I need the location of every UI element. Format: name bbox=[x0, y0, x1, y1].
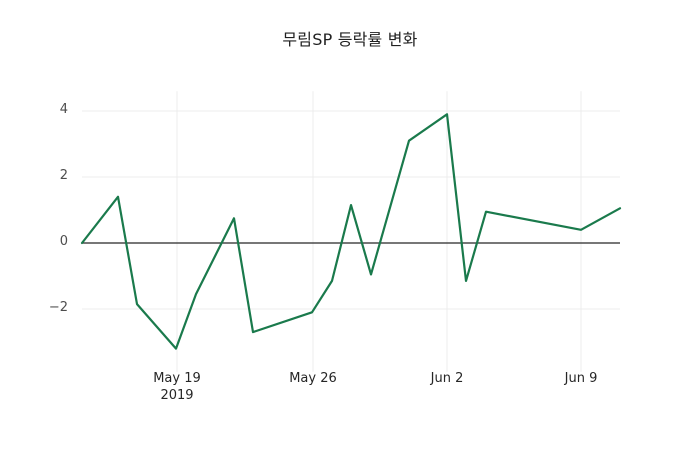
x-tick-main: May 26 bbox=[289, 371, 337, 386]
series-line bbox=[80, 113, 622, 350]
y-tick-label: −2 bbox=[48, 300, 68, 315]
x-tick-label: May 26 bbox=[253, 371, 373, 386]
horizontal-gridlines bbox=[82, 110, 620, 310]
chart-title: 무림SP 등락률 변화 bbox=[282, 30, 418, 49]
x-tick-label: Jun 2 bbox=[387, 371, 507, 386]
x-tick-sublabel: 2019 bbox=[160, 388, 194, 403]
x-tick-main: May 19 bbox=[153, 371, 201, 386]
x-tick-label: May 19 2019 bbox=[117, 371, 237, 403]
vertical-gridlines bbox=[176, 91, 582, 372]
x-tick-label: Jun 9 bbox=[521, 371, 641, 386]
x-tick-main: Jun 2 bbox=[430, 371, 464, 386]
y-tick-label: 2 bbox=[59, 168, 68, 183]
y-tick-label: 0 bbox=[59, 234, 68, 249]
y-tick-label: 4 bbox=[59, 102, 68, 117]
x-tick-main: Jun 9 bbox=[564, 371, 598, 386]
